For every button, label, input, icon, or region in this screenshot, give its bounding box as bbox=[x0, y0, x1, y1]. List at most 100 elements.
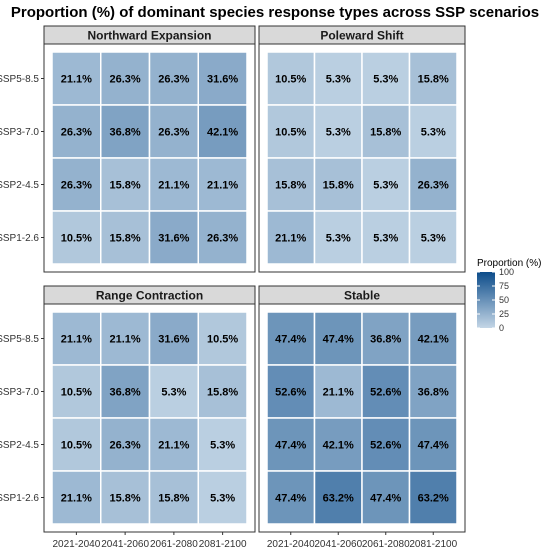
legend-tick-label: 0 bbox=[499, 323, 504, 333]
heatmap-cell bbox=[408, 157, 458, 212]
x-tick-label: 2081-2100 bbox=[409, 539, 457, 550]
cell-label: 5.3% bbox=[326, 74, 351, 86]
heatmap-cell bbox=[51, 157, 102, 212]
cell-label: 21.1% bbox=[323, 387, 354, 399]
y-tick-label: SSP3-7.0 bbox=[0, 387, 39, 398]
panel-title: Range Contraction bbox=[96, 289, 203, 303]
heatmap-cell bbox=[100, 51, 151, 106]
facet-panel: Northward Expansion 21.1% 26.3% 26.3% 31.6% 2… bbox=[0, 25, 256, 273]
heatmap-cell bbox=[408, 51, 458, 106]
heatmap-cell bbox=[148, 104, 199, 159]
cell-label: 10.5% bbox=[275, 74, 306, 86]
cell-label: 15.8% bbox=[110, 180, 141, 192]
heatmap-cell bbox=[100, 417, 151, 472]
heatmap-cell bbox=[361, 470, 411, 525]
cell-label: 15.8% bbox=[110, 233, 141, 245]
heatmap-cell bbox=[313, 157, 363, 212]
cell-label: 63.2% bbox=[418, 493, 449, 505]
cell-label: 15.8% bbox=[370, 127, 401, 139]
cell-label: 21.1% bbox=[275, 233, 306, 245]
heatmap-cell bbox=[197, 104, 248, 159]
cell-label: 31.6% bbox=[207, 74, 238, 86]
cell-label: 21.1% bbox=[61, 334, 92, 346]
heatmap-cell bbox=[197, 470, 248, 525]
cell-label: 5.3% bbox=[326, 127, 351, 139]
heatmap-cell bbox=[51, 470, 102, 525]
cell-label: 52.6% bbox=[370, 387, 401, 399]
color-legend: Proportion (%) 100 75 50 25 0 bbox=[477, 258, 541, 333]
heatmap-cell bbox=[313, 104, 363, 159]
heatmap-cell bbox=[197, 157, 248, 212]
cell-label: 15.8% bbox=[158, 493, 189, 505]
facet-panel: Poleward Shift 10.5% 5.3% 5.3% 15.8% 10.5% 5.3… bbox=[258, 25, 466, 273]
heatmap-cell bbox=[266, 364, 316, 419]
x-tick-label: 2021-2040 bbox=[52, 539, 100, 550]
cell-label: 15.8% bbox=[275, 180, 306, 192]
heatmap-cell bbox=[408, 210, 458, 265]
heatmap-cell bbox=[197, 364, 248, 419]
legend-tick-label: 100 bbox=[499, 267, 514, 277]
cell-label: 47.4% bbox=[275, 334, 306, 346]
cell-label: 5.3% bbox=[210, 440, 235, 452]
cell-label: 26.3% bbox=[61, 127, 92, 139]
legend-ticks: 100 75 50 25 0 bbox=[477, 267, 514, 333]
cell-label: 47.4% bbox=[275, 493, 306, 505]
heatmap-cell bbox=[313, 417, 363, 472]
y-tick-label: SSP5-8.5 bbox=[0, 74, 39, 85]
cell-label: 47.4% bbox=[275, 440, 306, 452]
x-tick-label: 2041-2060 bbox=[101, 539, 149, 550]
cell-label: 21.1% bbox=[110, 334, 141, 346]
heatmap-cell bbox=[148, 210, 199, 265]
cell-label: 42.1% bbox=[418, 334, 449, 346]
cell-label: 47.4% bbox=[418, 440, 449, 452]
panel-title: Poleward Shift bbox=[320, 29, 403, 43]
heatmap-cell bbox=[51, 210, 102, 265]
cell-label: 15.8% bbox=[110, 493, 141, 505]
cell-label: 5.3% bbox=[326, 233, 351, 245]
cell-label: 36.8% bbox=[418, 387, 449, 399]
cell-label: 36.8% bbox=[110, 387, 141, 399]
cell-label: 26.3% bbox=[110, 74, 141, 86]
heatmap-cell bbox=[408, 364, 458, 419]
cell-label: 10.5% bbox=[275, 127, 306, 139]
cell-label: 47.4% bbox=[323, 334, 354, 346]
heatmap-cell bbox=[361, 311, 411, 366]
cell-label: 21.1% bbox=[61, 74, 92, 86]
legend-title: Proportion (%) bbox=[477, 258, 541, 269]
y-tick-label: SSP3-7.0 bbox=[0, 127, 39, 138]
cell-label: 52.6% bbox=[275, 387, 306, 399]
cell-label: 21.1% bbox=[158, 440, 189, 452]
cell-label: 5.3% bbox=[373, 180, 398, 192]
heatmap-cell bbox=[197, 210, 248, 265]
x-tick-label: 2081-2100 bbox=[199, 539, 247, 550]
cell-label: 15.8% bbox=[323, 180, 354, 192]
x-tick-label: 2061-2080 bbox=[362, 539, 410, 550]
cell-label: 5.3% bbox=[421, 233, 446, 245]
x-tick-label: 2021-2040 bbox=[267, 539, 315, 550]
heatmap-cell bbox=[361, 364, 411, 419]
cell-label: 52.6% bbox=[370, 440, 401, 452]
panel-title: Stable bbox=[344, 289, 380, 303]
chart-title: Proportion (%) of dominant species respo… bbox=[11, 4, 539, 21]
cell-label: 42.1% bbox=[323, 440, 354, 452]
heatmap-cell bbox=[148, 157, 199, 212]
y-tick-label: SSP1-2.6 bbox=[0, 233, 39, 244]
cell-label: 10.5% bbox=[207, 334, 238, 346]
cell-label: 10.5% bbox=[61, 440, 92, 452]
cell-label: 5.3% bbox=[373, 74, 398, 86]
cell-label: 21.1% bbox=[158, 180, 189, 192]
heatmap-cell bbox=[148, 364, 199, 419]
y-tick-label: SSP5-8.5 bbox=[0, 334, 39, 345]
cell-label: 5.3% bbox=[210, 493, 235, 505]
heatmap-cell bbox=[197, 417, 248, 472]
cell-label: 42.1% bbox=[207, 127, 238, 139]
cell-label: 21.1% bbox=[207, 180, 238, 192]
heatmap-cell bbox=[361, 51, 411, 106]
cell-label: 36.8% bbox=[110, 127, 141, 139]
cell-label: 10.5% bbox=[61, 233, 92, 245]
heatmap-cell bbox=[313, 51, 363, 106]
y-tick-label: SSP1-2.6 bbox=[0, 493, 39, 504]
heatmap-cell bbox=[51, 417, 102, 472]
panel-title: Northward Expansion bbox=[87, 29, 211, 43]
